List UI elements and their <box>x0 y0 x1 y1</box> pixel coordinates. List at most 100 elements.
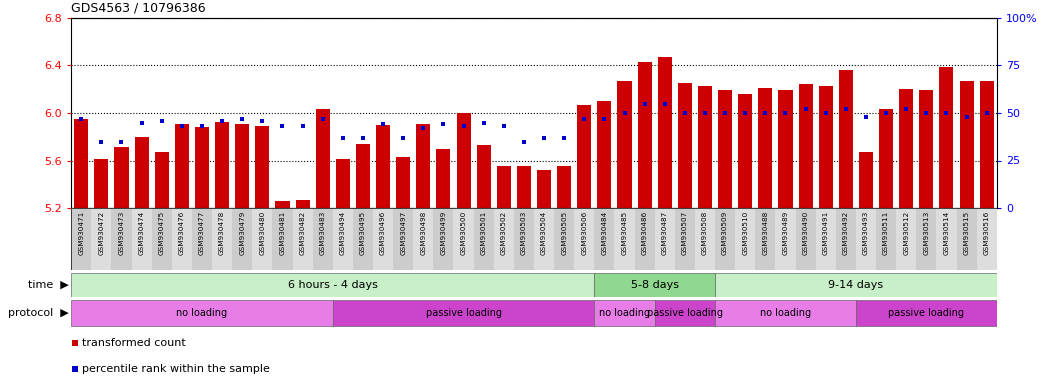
Bar <box>896 208 916 270</box>
Bar <box>574 208 595 270</box>
Bar <box>855 300 997 326</box>
Bar <box>195 127 209 208</box>
Bar <box>313 208 333 270</box>
Text: GSM930493: GSM930493 <box>863 211 869 255</box>
Bar <box>855 208 876 270</box>
Text: time  ▶: time ▶ <box>28 280 69 290</box>
Bar <box>718 91 732 208</box>
Bar <box>114 147 129 208</box>
Text: GSM930496: GSM930496 <box>380 211 386 255</box>
Text: GSM930474: GSM930474 <box>138 211 144 255</box>
Bar <box>476 145 491 208</box>
Bar <box>71 208 91 270</box>
Text: GSM930480: GSM930480 <box>260 211 265 255</box>
Bar <box>916 208 936 270</box>
Text: 9-14 days: 9-14 days <box>828 280 884 290</box>
Bar <box>638 62 651 208</box>
Bar <box>618 81 631 208</box>
Bar <box>939 67 954 208</box>
Bar <box>957 208 977 270</box>
Bar <box>172 208 192 270</box>
Bar <box>715 300 855 326</box>
Text: passive loading: passive loading <box>425 308 502 318</box>
Bar <box>295 200 310 208</box>
Bar <box>876 208 896 270</box>
Bar <box>272 208 292 270</box>
Text: GSM930515: GSM930515 <box>963 211 970 255</box>
Text: GSM930484: GSM930484 <box>601 211 607 255</box>
Text: GSM930510: GSM930510 <box>742 211 749 255</box>
Bar <box>71 273 595 296</box>
Bar <box>819 86 832 208</box>
Text: no loading: no loading <box>760 308 811 318</box>
Bar <box>514 208 534 270</box>
Text: GSM930513: GSM930513 <box>923 211 930 255</box>
Bar <box>577 105 592 208</box>
Text: GSM930476: GSM930476 <box>179 211 185 255</box>
Text: no loading: no loading <box>176 308 227 318</box>
Text: percentile rank within the sample: percentile rank within the sample <box>82 364 269 374</box>
Text: GSM930482: GSM930482 <box>299 211 306 255</box>
Bar <box>336 159 350 208</box>
Bar <box>437 149 450 208</box>
Bar <box>738 94 753 208</box>
Bar <box>456 113 470 208</box>
Text: GSM930511: GSM930511 <box>883 211 889 255</box>
Bar <box>615 208 634 270</box>
Bar <box>758 88 773 208</box>
Bar <box>859 152 873 208</box>
Bar <box>356 144 370 208</box>
Text: GSM930514: GSM930514 <box>943 211 950 255</box>
Text: GSM930471: GSM930471 <box>79 211 84 255</box>
Bar <box>799 84 812 208</box>
Bar <box>980 81 994 208</box>
Bar <box>816 208 836 270</box>
Bar <box>255 126 269 208</box>
Bar <box>537 170 551 208</box>
Bar <box>393 208 414 270</box>
Text: GSM930505: GSM930505 <box>561 211 567 255</box>
Text: passive loading: passive loading <box>888 308 964 318</box>
Bar <box>94 159 109 208</box>
Text: GSM930508: GSM930508 <box>701 211 708 255</box>
Text: GSM930488: GSM930488 <box>762 211 768 255</box>
Text: GSM930473: GSM930473 <box>118 211 125 255</box>
Bar <box>453 208 473 270</box>
Text: GSM930516: GSM930516 <box>984 211 989 255</box>
Text: GSM930494: GSM930494 <box>340 211 346 255</box>
Bar <box>778 91 793 208</box>
Text: GSM930479: GSM930479 <box>239 211 245 255</box>
Bar <box>275 201 290 208</box>
Text: 5-8 days: 5-8 days <box>630 280 678 290</box>
Bar <box>252 208 272 270</box>
Bar <box>936 208 957 270</box>
Bar <box>598 101 611 208</box>
Text: GDS4563 / 10796386: GDS4563 / 10796386 <box>71 1 206 14</box>
Bar <box>557 166 572 208</box>
Bar <box>695 208 715 270</box>
Text: GSM930512: GSM930512 <box>904 211 909 255</box>
Text: protocol  ▶: protocol ▶ <box>8 308 69 318</box>
Bar <box>634 208 654 270</box>
Text: GSM930497: GSM930497 <box>400 211 406 255</box>
Bar <box>836 208 855 270</box>
Text: GSM930502: GSM930502 <box>500 211 507 255</box>
Bar <box>534 208 554 270</box>
Text: transformed count: transformed count <box>82 338 185 348</box>
Bar <box>654 300 715 326</box>
Bar <box>839 70 853 208</box>
Bar <box>595 208 615 270</box>
Text: GSM930503: GSM930503 <box>521 211 527 255</box>
Bar <box>473 208 494 270</box>
Text: GSM930486: GSM930486 <box>642 211 648 255</box>
Text: GSM930501: GSM930501 <box>481 211 487 255</box>
Bar <box>333 300 595 326</box>
Bar <box>414 208 433 270</box>
Text: GSM930472: GSM930472 <box>98 211 105 255</box>
Bar <box>796 208 816 270</box>
Bar <box>675 208 695 270</box>
Bar <box>417 124 430 208</box>
Bar <box>715 273 997 296</box>
Bar <box>315 109 330 208</box>
Bar <box>517 166 531 208</box>
